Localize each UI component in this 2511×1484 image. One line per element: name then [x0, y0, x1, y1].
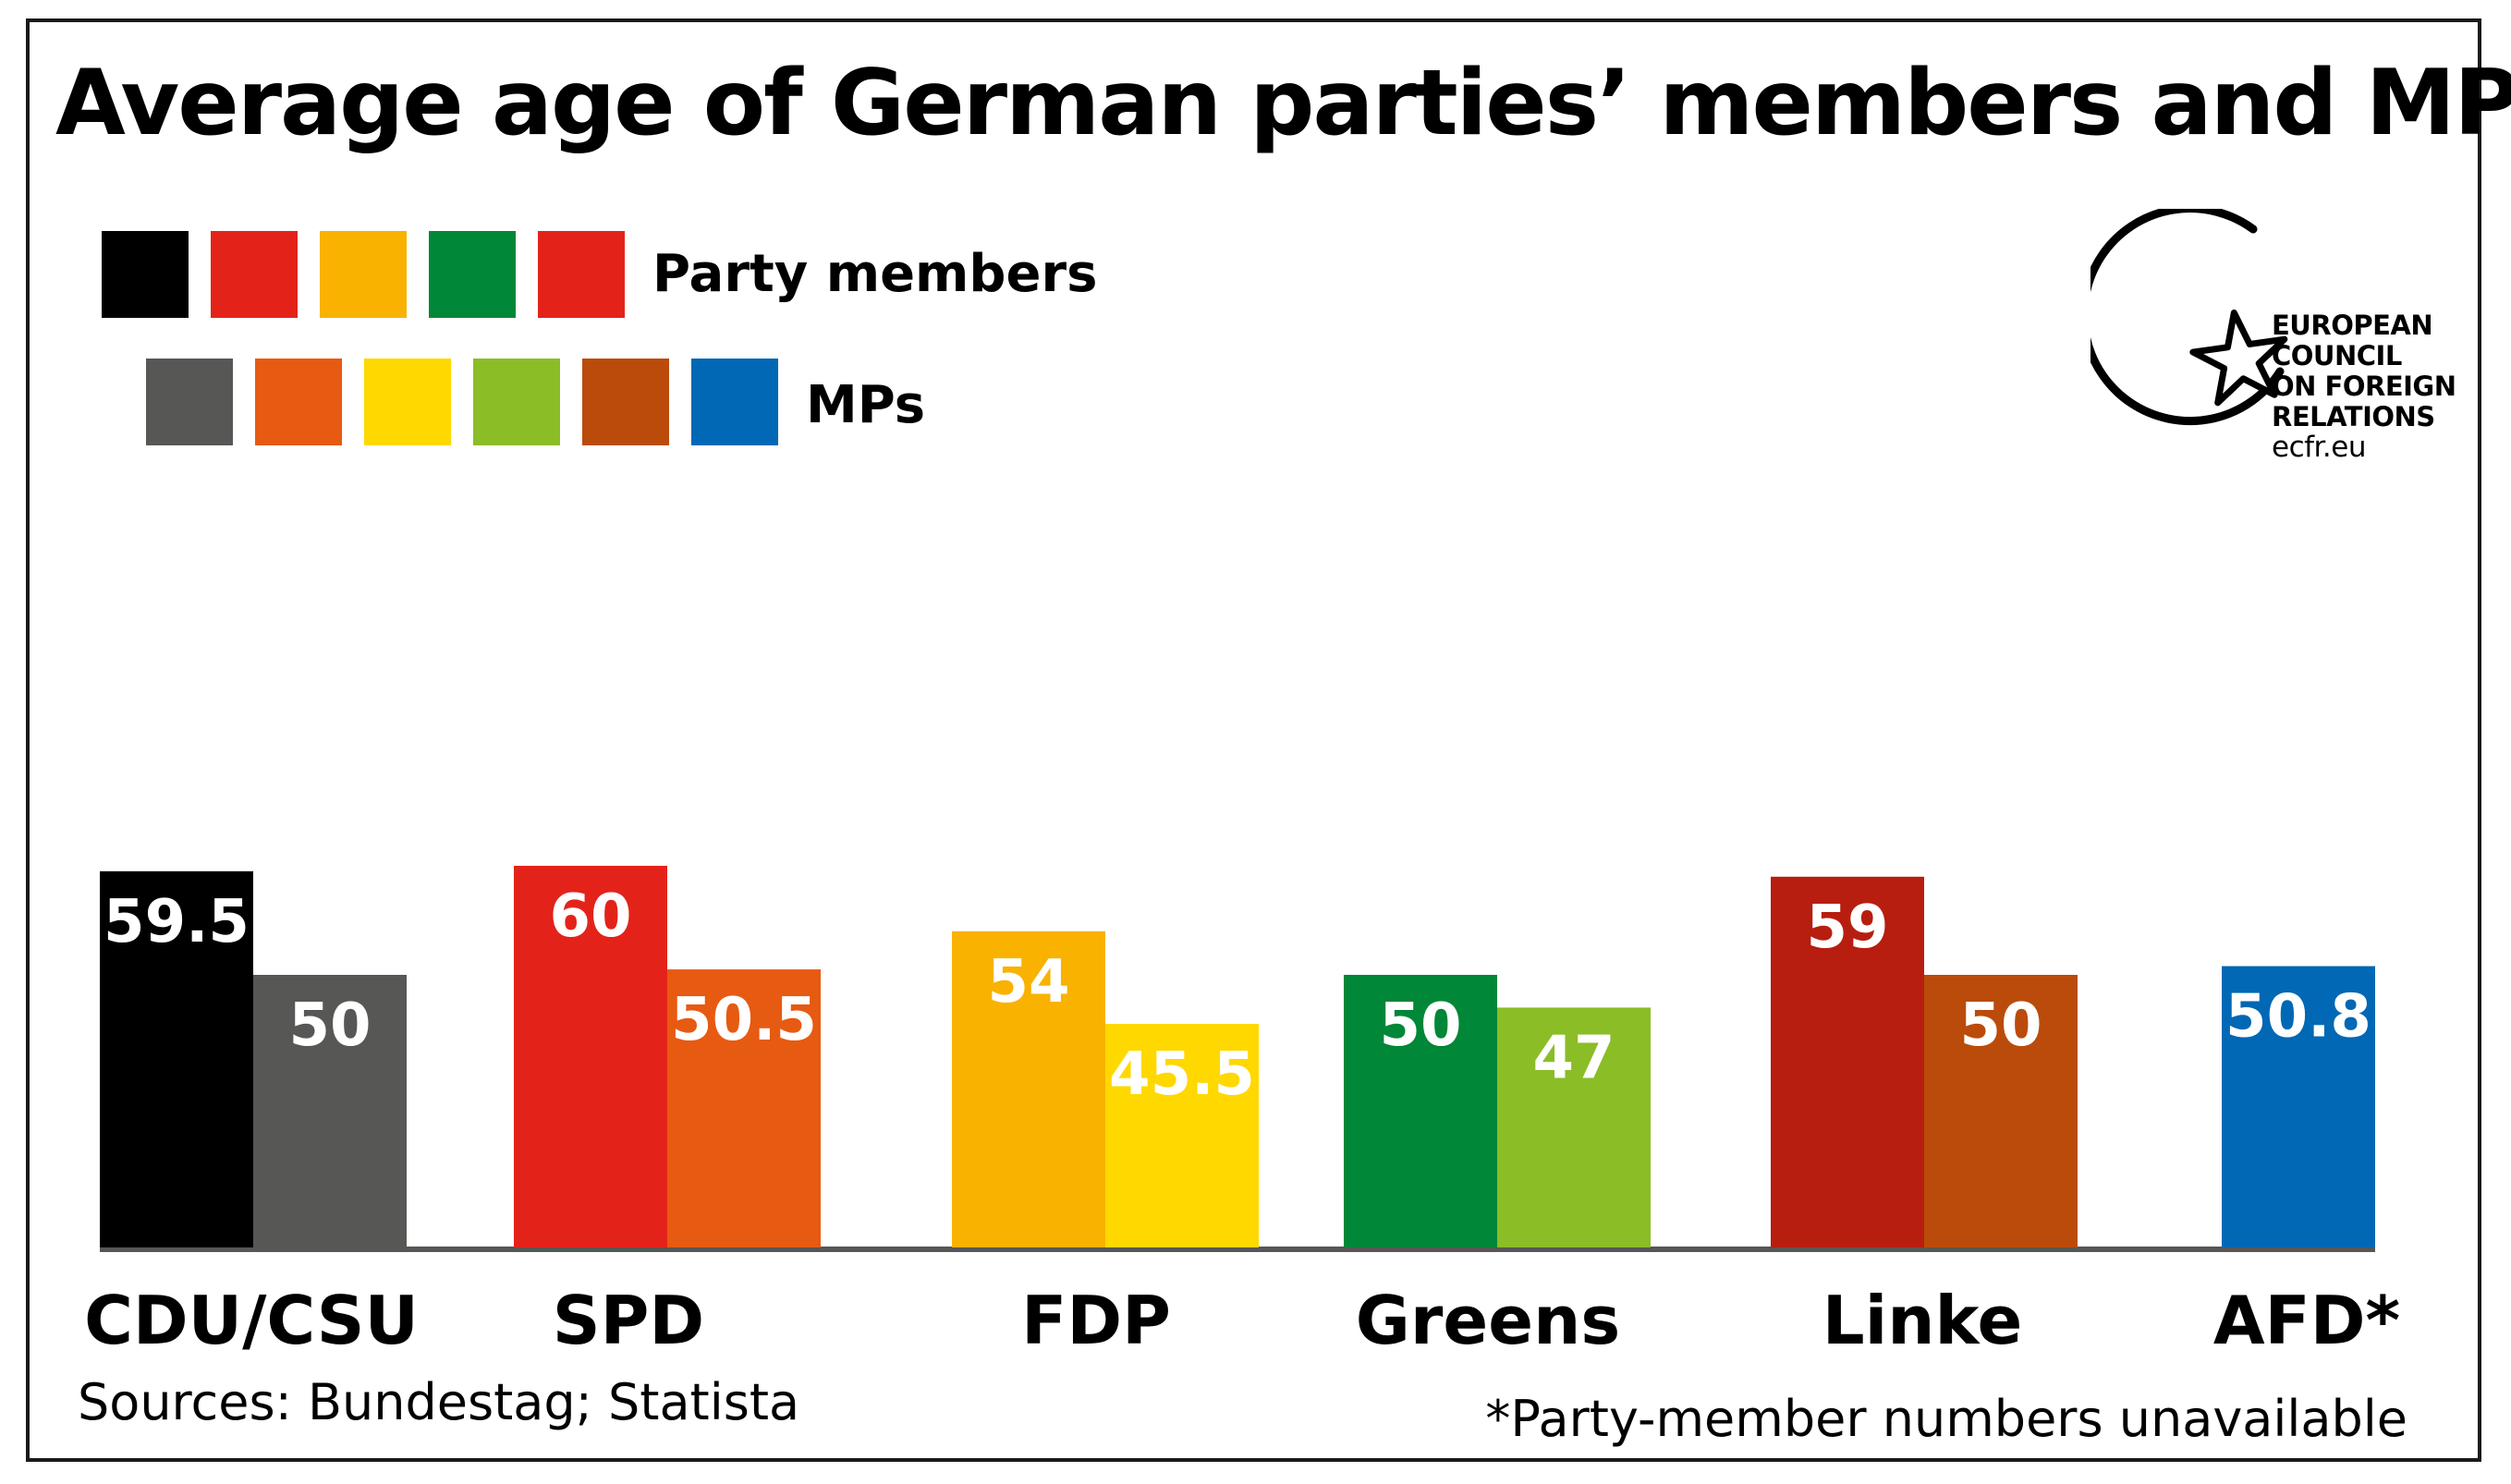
legend-label-mps: MPs — [806, 375, 926, 435]
legend-swatch-members-1 — [102, 231, 189, 318]
sources-note: Sources: Bundestag; Statista — [78, 1373, 800, 1431]
logo-url: ecfr.eu — [2272, 431, 2367, 464]
bar-afd-mps — [2222, 966, 2375, 1247]
value-label-fdp-mps: 45.5 — [1109, 1040, 1255, 1109]
value-label-greens-members: 50 — [1379, 991, 1461, 1060]
legend-swatch-mps-5 — [582, 359, 669, 445]
value-label-spd-mps: 50.5 — [671, 986, 817, 1054]
logo-line-4: RELATIONS — [2272, 401, 2435, 432]
legend-swatch-members-5 — [538, 231, 625, 318]
bar-fdp-members — [952, 931, 1105, 1247]
legend-label-members: Party members — [652, 244, 1098, 304]
value-label-cdu-members: 59.5 — [104, 888, 250, 956]
value-label-spd-members: 60 — [549, 882, 631, 951]
logo-line-1: EUROPEAN — [2272, 310, 2433, 341]
value-label-linke-mps: 50 — [1959, 991, 2042, 1060]
logo-line-2: COUNCIL — [2272, 340, 2402, 371]
legend-swatch-members-3 — [320, 231, 407, 318]
ecfr-logo-icon — [2090, 209, 2288, 426]
value-label-greens-mps: 47 — [1532, 1024, 1615, 1092]
category-label-linke: Linke — [1822, 1282, 2023, 1359]
category-label-spd: SPD — [553, 1282, 704, 1359]
bar-cdu-members — [100, 870, 253, 1247]
category-label-greens: Greens — [1356, 1282, 1620, 1359]
value-label-fdp-members: 54 — [987, 948, 1069, 1016]
footnote: *Party-member numbers unavailable — [1485, 1390, 2407, 1448]
category-label-cdu: CDU/CSU — [84, 1282, 419, 1359]
value-label-afd-mps: 50.8 — [2225, 983, 2371, 1052]
chart-title: Average age of German parties’ members a… — [55, 51, 2511, 156]
logo-line-3: ON FOREIGN — [2272, 371, 2456, 402]
ecfr-logo-text: EUROPEAN COUNCIL ON FOREIGN RELATIONS ec… — [2272, 310, 2456, 463]
bar-greens-members — [1344, 975, 1497, 1247]
value-label-linke-members: 59 — [1806, 894, 1888, 962]
legend-swatch-members-2 — [211, 231, 298, 318]
category-label-afd: AFD* — [2213, 1282, 2400, 1359]
bar-spd-members — [514, 866, 667, 1247]
bar-fdp-mps — [1105, 1024, 1259, 1247]
legend-swatch-mps-1 — [146, 359, 233, 445]
bar-greens-mps — [1497, 1007, 1651, 1247]
legend-swatch-members-4 — [429, 231, 516, 318]
bar-linke-mps — [1924, 975, 2078, 1247]
legend-swatch-mps-4 — [473, 359, 560, 445]
chart-frame — [26, 18, 2481, 1462]
legend-swatch-mps-3 — [364, 359, 451, 445]
bar-spd-mps — [667, 969, 821, 1247]
bar-linke-members — [1771, 876, 1924, 1247]
legend-swatch-mps-6 — [691, 359, 778, 445]
value-label-cdu-mps: 50 — [288, 991, 371, 1060]
category-label-fdp: FDP — [1021, 1282, 1171, 1359]
legend-swatch-mps-2 — [255, 359, 342, 445]
bar-cdu-mps — [253, 975, 407, 1247]
